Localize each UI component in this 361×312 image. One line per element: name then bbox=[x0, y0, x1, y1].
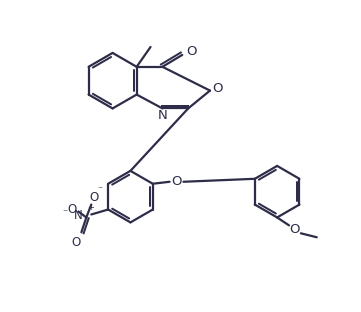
Text: O: O bbox=[68, 203, 77, 216]
Text: N: N bbox=[157, 109, 167, 122]
Text: +: + bbox=[87, 203, 94, 212]
Text: O: O bbox=[90, 191, 99, 204]
Text: O: O bbox=[290, 223, 300, 236]
Text: O: O bbox=[213, 82, 223, 95]
Text: O: O bbox=[171, 175, 182, 188]
Text: O: O bbox=[72, 236, 81, 249]
Text: ⁻: ⁻ bbox=[62, 208, 67, 218]
Text: ⁻: ⁻ bbox=[97, 186, 103, 196]
Text: N: N bbox=[74, 209, 82, 222]
Text: O: O bbox=[186, 46, 196, 58]
